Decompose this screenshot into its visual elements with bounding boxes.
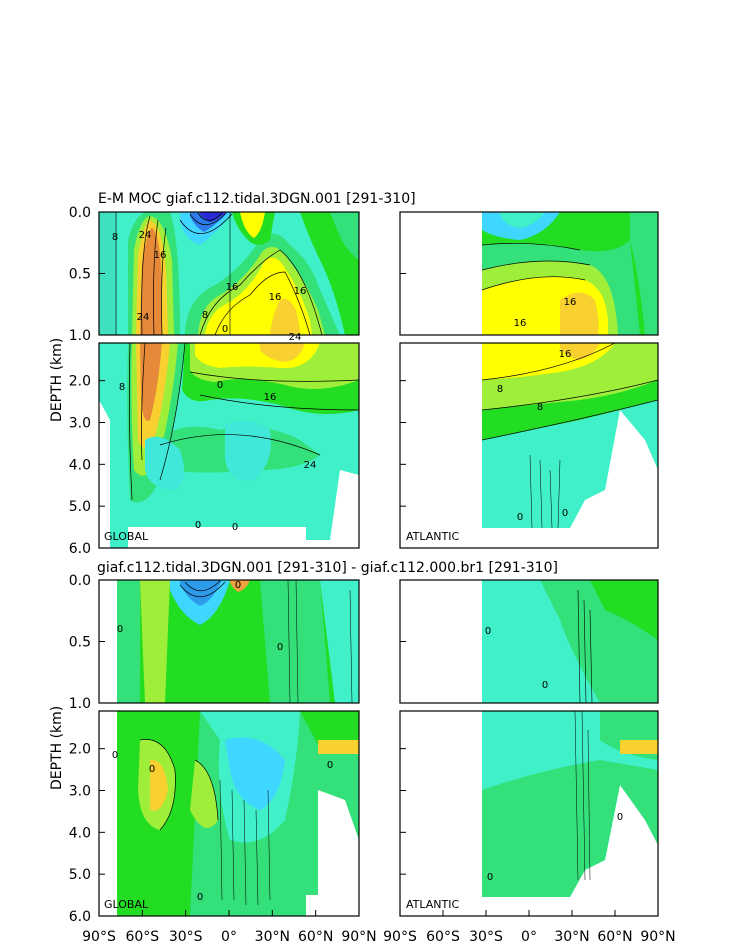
contour-label: 0 — [485, 626, 491, 637]
contour-label: 8 — [537, 402, 543, 413]
x-tick-label: 90°N — [640, 929, 675, 945]
panel-moc-global-lower — [99, 343, 359, 548]
region-label-atlantic-top: ATLANTIC — [406, 530, 459, 543]
panel-diff-atlantic-lower — [400, 711, 658, 916]
y-tick-label: 5.0 — [69, 867, 91, 883]
y-tick-label: 4.0 — [69, 457, 91, 473]
y-tick-label: 5.0 — [69, 499, 91, 515]
y-tick-label: 6.0 — [69, 909, 91, 925]
contour-label: 0 — [117, 624, 123, 635]
x-tick-label: 90°N — [341, 929, 376, 945]
x-tick-label: 90°S — [383, 929, 417, 945]
contour-label: 0 — [197, 892, 203, 903]
panel-moc-global-upper — [99, 212, 359, 335]
panel-diff-atlantic-upper — [400, 580, 658, 703]
contour-label: 16 — [294, 286, 307, 297]
title-bottom: giaf.c112.tidal.3DGN.001 [291-310] - gia… — [97, 560, 558, 576]
x-ticks: 90°S 60°S 30°S 0° 30°N 60°N 90°N 90°S 60°S 30°S 0°… — [82, 910, 676, 945]
contour-label: 0 — [517, 512, 523, 523]
contour-label: 0 — [277, 642, 283, 653]
contour-label: 16 — [269, 292, 282, 303]
y-tick-label: 4.0 — [69, 825, 91, 841]
x-tick-label: 30°S — [469, 929, 503, 945]
y-axis-label-bottom: DEPTH (km) — [49, 706, 65, 790]
contour-label: 0 — [232, 522, 238, 533]
y-axis-label-top: DEPTH (km) — [49, 338, 65, 422]
x-tick-label: 30°N — [554, 929, 589, 945]
x-tick-label: 0° — [521, 929, 537, 945]
x-tick-label: 30°N — [255, 929, 290, 945]
panel-diff-global-upper — [99, 580, 359, 703]
y-tick-label: 2.0 — [69, 374, 91, 390]
y-tick-label: 0.5 — [69, 267, 91, 283]
x-tick-label: 30°S — [169, 929, 203, 945]
x-tick-label: 60°N — [597, 929, 632, 945]
y-tick-label: 6.0 — [69, 541, 91, 557]
region-label-global-top: GLOBAL — [104, 530, 149, 543]
contour-label: 0 — [149, 764, 155, 775]
y-tick-label: 0.5 — [69, 635, 91, 651]
y-ticks: 0.0 0.5 1.0 2.0 3.0 4.0 5.0 6.0 0.0 0.5 1.0 2.0 3.0 4… — [69, 205, 406, 925]
contour-label: 0 — [222, 324, 228, 335]
y-tick-label: 0.0 — [69, 573, 91, 589]
contour-label: 0 — [235, 580, 241, 591]
x-tick-label: 90°S — [82, 929, 116, 945]
contour-label: 16 — [559, 349, 572, 360]
contour-label: 0 — [195, 520, 201, 531]
x-tick-label: 0° — [221, 929, 237, 945]
contour-label: 0 — [112, 750, 118, 761]
contour-label: 0 — [542, 680, 548, 691]
panel-diff-global-lower — [99, 711, 359, 916]
contour-label: 16 — [564, 297, 577, 308]
title-top: E-M MOC giaf.c112.tidal.3DGN.001 [291-31… — [98, 191, 416, 207]
region-label-atlantic-bottom: ATLANTIC — [406, 898, 459, 911]
contour-label: 0 — [562, 508, 568, 519]
contour-label: 24 — [304, 460, 317, 471]
y-tick-label: 3.0 — [69, 415, 91, 431]
contour-label: 0 — [487, 872, 493, 883]
contour-label: 16 — [264, 392, 277, 403]
frame-moc-global-lower — [98, 342, 360, 549]
contour-label: 16 — [226, 282, 239, 293]
contour-label: 24 — [137, 312, 150, 323]
y-tick-label: 1.0 — [69, 328, 91, 344]
x-tick-label: 60°N — [298, 929, 333, 945]
y-tick-label: 3.0 — [69, 783, 91, 799]
x-tick-label: 60°S — [426, 929, 460, 945]
y-tick-label: 0.0 — [69, 205, 91, 221]
contour-label: 8 — [497, 384, 503, 395]
contour-label: 8 — [119, 382, 125, 393]
frame-moc-atlantic-lower — [399, 342, 659, 549]
x-tick-label: 60°S — [125, 929, 159, 945]
contour-label: 0 — [617, 812, 623, 823]
contour-label: 0 — [217, 380, 223, 391]
y-tick-label: 2.0 — [69, 742, 91, 758]
contour-label: 16 — [514, 318, 527, 329]
panel-moc-atlantic-lower — [400, 343, 658, 548]
contour-label: 8 — [112, 232, 118, 243]
panel-moc-atlantic-upper — [400, 212, 658, 335]
region-label-global-bottom: GLOBAL — [104, 898, 149, 911]
contour-label: 8 — [202, 310, 208, 321]
contour-label: 0 — [327, 760, 333, 771]
contour-label: 24 — [289, 332, 302, 343]
contour-label: 24 — [139, 230, 152, 241]
contour-label: 16 — [154, 250, 167, 261]
y-tick-label: 1.0 — [69, 696, 91, 712]
